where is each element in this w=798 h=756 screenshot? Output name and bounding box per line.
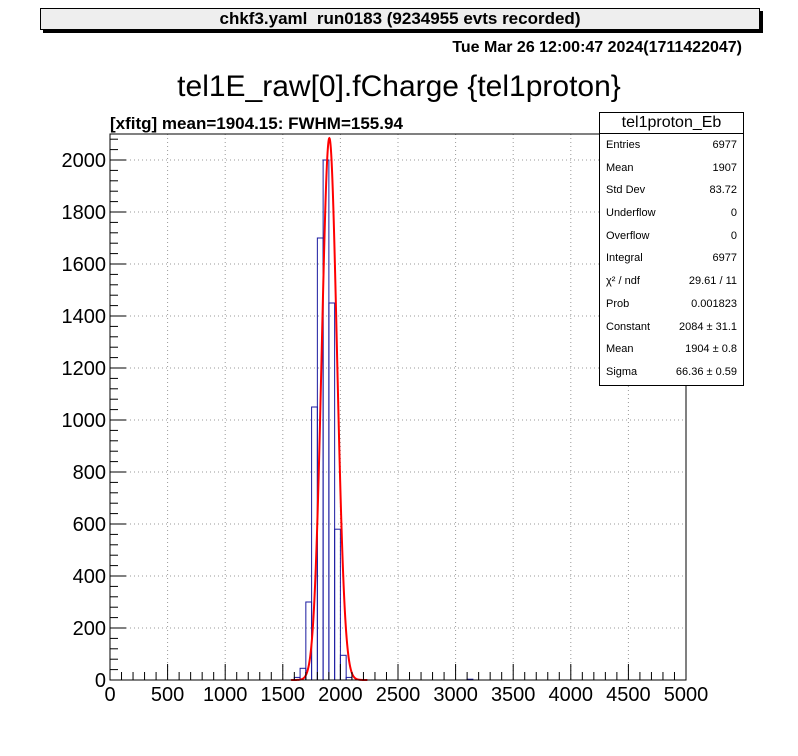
fit-summary-label: [xfitg] mean=1904.15: FWHM=155.94 xyxy=(110,114,403,133)
y-tick-label: 2000 xyxy=(62,150,107,172)
y-tick-label: 400 xyxy=(73,566,106,588)
y-tick-label: 600 xyxy=(73,514,106,536)
stats-row: Underflow 0 xyxy=(600,202,743,225)
stats-row: Overflow 0 xyxy=(600,225,743,248)
grid-lines xyxy=(110,134,686,680)
stats-row: Mean 1907 xyxy=(600,157,743,180)
stats-row-value: 1904 ± 0.8 xyxy=(685,343,737,356)
x-tick-label: 3500 xyxy=(491,684,536,706)
axes: 0 500 1000 1500 2000 2500 3000 3500 4000 4500 5000… xyxy=(62,138,709,706)
stats-row: Sigma 66.36 ± 0.59 xyxy=(600,361,743,384)
stats-row-label: Overflow xyxy=(606,229,650,242)
fit-curve-group xyxy=(291,136,368,681)
stats-row-label: Std Dev xyxy=(606,184,646,197)
stats-row-label: Mean xyxy=(606,161,634,174)
stats-row: Prob 0.001823 xyxy=(600,293,743,316)
stats-row-label: Integral xyxy=(606,252,643,265)
stats-row-value: 6977 xyxy=(712,139,737,151)
stats-row-value: 66.36 ± 0.59 xyxy=(675,365,737,378)
stats-row: Integral 6977 xyxy=(600,247,743,270)
x-tick-label: 1000 xyxy=(203,684,248,706)
x-tick-label: 4000 xyxy=(549,684,594,706)
x-tick-label: 500 xyxy=(151,684,184,706)
stats-row-label: χ² / ndf xyxy=(606,275,640,288)
x-tick-label: 2500 xyxy=(376,684,421,706)
x-tick-label: 4500 xyxy=(606,684,651,706)
stats-title: tel1proton_Eb xyxy=(600,113,743,134)
stats-row-value: 2084 ± 31.1 xyxy=(678,320,737,333)
stats-row-value: 29.61 / 11 xyxy=(688,275,737,288)
stats-row-label: Mean xyxy=(606,343,634,356)
y-tick-label: 1600 xyxy=(62,254,107,276)
stats-box: tel1proton_Eb Entries 6977 Mean 1907 Std Dev… xyxy=(599,112,744,386)
stats-row-label: Entries xyxy=(606,139,641,151)
gaussian-fit-curve xyxy=(291,136,368,681)
x-tick-label: 2000 xyxy=(318,684,363,706)
stats-row-value: 6977 xyxy=(712,252,737,265)
y-tick-label: 1200 xyxy=(62,358,107,380)
x-tick-label: 5000 xyxy=(664,684,709,706)
stats-row-value: 1907 xyxy=(712,161,737,174)
stats-row: χ² / ndf 29.61 / 11 xyxy=(600,270,743,293)
stats-row-label: Sigma xyxy=(606,365,638,378)
stats-row-value: 0 xyxy=(730,229,737,242)
stats-row-label: Underflow xyxy=(606,207,656,220)
x-tick-label: 0 xyxy=(104,684,115,706)
histogram-bin xyxy=(339,654,347,681)
run-header: chkf3.yaml run0183 (9234955 evts recorde… xyxy=(40,8,760,30)
stats-row: Std Dev 83.72 xyxy=(600,179,743,202)
y-tick-label: 200 xyxy=(73,618,106,640)
x-tick-label: 1500 xyxy=(261,684,306,706)
histogram-bin xyxy=(328,302,336,681)
y-tick-label: 0 xyxy=(95,670,106,692)
x-tick-label: 3000 xyxy=(433,684,478,706)
stats-row-value: 83.72 xyxy=(709,184,737,197)
stats-row: Constant 2084 ± 31.1 xyxy=(600,316,743,339)
y-tick-label: 800 xyxy=(73,462,106,484)
histogram-bin xyxy=(334,528,341,681)
y-tick-label: 1000 xyxy=(62,410,107,432)
chart-title: tel1E_raw[0].fCharge {tel1proton} xyxy=(177,70,621,103)
stats-row: Entries 6977 xyxy=(600,134,743,157)
stats-row: Mean 1904 ± 0.8 xyxy=(600,338,743,361)
stats-row-value: 0 xyxy=(730,207,737,220)
timestamp-label: Tue Mar 26 12:00:47 2024(1711422047) xyxy=(452,39,742,56)
y-tick-label: 1400 xyxy=(62,306,107,328)
stats-rows: Entries 6977 Mean 1907 Std Dev 83.72 Underflow… xyxy=(600,134,743,384)
stats-row-label: Prob xyxy=(606,297,630,310)
stats-row-label: Constant xyxy=(606,320,651,333)
stats-row-value: 0.001823 xyxy=(691,297,737,310)
y-tick-label: 1800 xyxy=(62,202,107,224)
